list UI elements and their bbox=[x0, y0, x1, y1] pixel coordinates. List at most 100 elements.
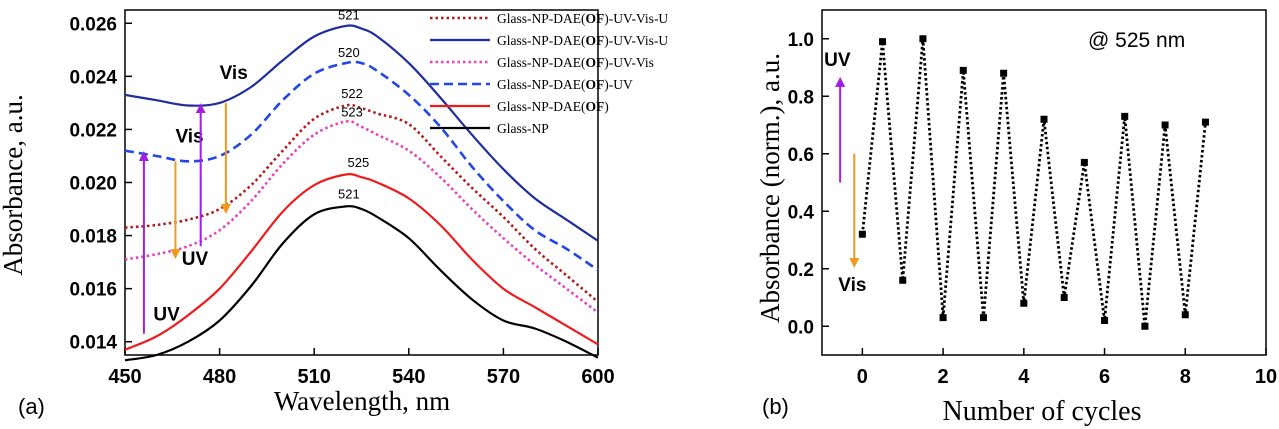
y-tick-label: 0.026 bbox=[69, 14, 117, 35]
legend-text: Glass-NP-DAE( bbox=[497, 11, 586, 26]
x-tick-label: 4 bbox=[1018, 366, 1030, 388]
peak-label: 523 bbox=[341, 104, 363, 119]
legend-entry: Glass-NP-DAE(OF)-UV-Vis bbox=[497, 55, 654, 70]
y-tick-label: 0.014 bbox=[69, 333, 117, 354]
x-tick-label: 6 bbox=[1099, 366, 1110, 388]
panel-b-series bbox=[858, 35, 1209, 330]
legend-entry: Glass-NP-DAE(OF)-UV-Vis-U bbox=[497, 11, 668, 26]
peak-label: 521 bbox=[338, 8, 360, 23]
spectrum-line bbox=[124, 173, 599, 351]
legend-text: )-UV-Vis-U bbox=[604, 11, 668, 26]
y-tick-label: 0.2 bbox=[788, 260, 814, 281]
data-point bbox=[858, 230, 866, 238]
y-tick-label: 0.018 bbox=[69, 227, 117, 248]
x-tick-label: 2 bbox=[938, 366, 949, 388]
x-tick-label: 600 bbox=[581, 366, 614, 388]
panel-a-legend: Glass-NP-DAE(OF)-UV-Vis-UGlass-NP-DAE(OF… bbox=[430, 11, 668, 136]
cycle-line bbox=[861, 38, 1207, 327]
panel-b-annotations: UV Vis bbox=[824, 50, 866, 296]
uv-label: UV bbox=[153, 305, 180, 326]
legend-text: ) bbox=[604, 99, 609, 114]
legend-text: Glass-NP-DAE( bbox=[497, 77, 586, 92]
panel-b-label: (b) bbox=[762, 394, 789, 419]
spectrum-line bbox=[124, 119, 599, 314]
legend-text-bold: OF bbox=[586, 33, 605, 48]
y-tick-label: 0.4 bbox=[788, 202, 815, 223]
x-tick-label: 10 bbox=[1255, 366, 1277, 388]
y-tick-label: 0.022 bbox=[69, 120, 117, 141]
uv-label: UV bbox=[824, 50, 851, 71]
legend-text-bold: OF bbox=[586, 77, 605, 92]
legend-entry: Glass-NP-DAE(OF)-UV-Vis-U bbox=[497, 33, 668, 48]
panel-b: 0 2 4 6 8 10 0.0 0.2 0.4 0.6 0.8 1.0 UV Vis @ 525 nm… bbox=[755, 9, 1278, 427]
y-tick-label: 0.8 bbox=[788, 87, 814, 108]
spectrum-line bbox=[124, 205, 599, 362]
legend-entry: Glass-NP bbox=[497, 121, 549, 136]
y-tick-label: 1.0 bbox=[788, 30, 814, 51]
x-tick-label: 570 bbox=[487, 366, 520, 388]
data-point bbox=[879, 38, 887, 46]
panel-a-xlabel: Wavelength, nm bbox=[274, 386, 450, 416]
x-tick-label: 480 bbox=[203, 366, 236, 388]
panel-a-ylabel: Absorbance, a.u. bbox=[0, 94, 28, 275]
data-point bbox=[1161, 121, 1169, 129]
data-point bbox=[1121, 112, 1129, 120]
panel-b-axes: 0 2 4 6 8 10 0.0 0.2 0.4 0.6 0.8 1.0 bbox=[788, 30, 1278, 388]
panel-a-annotations: UV Vis UV Vis bbox=[138, 63, 248, 334]
panel-a-peak-labels: 521 520 522 523 525 521 bbox=[338, 8, 369, 202]
uv-label: UV bbox=[182, 249, 209, 270]
y-tick-label: 0.020 bbox=[69, 174, 117, 195]
data-point bbox=[939, 314, 947, 322]
data-point bbox=[899, 276, 907, 284]
data-point bbox=[1181, 311, 1189, 319]
peak-label: 521 bbox=[338, 187, 360, 202]
data-point bbox=[1040, 115, 1048, 123]
panel-b-ylabel: Absorbance (norm.), a.u. bbox=[755, 53, 785, 323]
data-point bbox=[959, 66, 967, 74]
y-tick-label: 0.024 bbox=[69, 67, 117, 88]
y-tick-label: 0.0 bbox=[788, 317, 814, 338]
data-point bbox=[1060, 294, 1068, 301]
spectrum-line bbox=[124, 60, 599, 272]
legend-text: )-UV-Vis bbox=[604, 55, 654, 70]
legend-text: Glass-NP bbox=[497, 121, 549, 136]
panel-a-label: (a) bbox=[18, 394, 45, 419]
data-point bbox=[979, 314, 987, 322]
vis-label: Vis bbox=[838, 275, 866, 296]
x-tick-label: 540 bbox=[392, 366, 425, 388]
legend-text-bold: OF bbox=[586, 99, 605, 114]
panel-b-inline-title: @ 525 nm bbox=[1088, 29, 1185, 52]
vis-label: Vis bbox=[220, 63, 248, 84]
data-point bbox=[1141, 322, 1149, 330]
data-point bbox=[1080, 158, 1088, 166]
legend-text: Glass-NP-DAE( bbox=[497, 55, 586, 70]
legend-text: )-UV-Vis-U bbox=[604, 33, 668, 48]
x-tick-label: 0 bbox=[857, 366, 868, 388]
legend-text: )-UV bbox=[604, 77, 633, 92]
spectrum-line bbox=[124, 24, 599, 242]
legend-entry: Glass-NP-DAE(OF) bbox=[497, 99, 609, 114]
data-point bbox=[1201, 118, 1209, 126]
panel-b-xlabel: Number of cycles bbox=[942, 396, 1141, 427]
legend-text: Glass-NP-DAE( bbox=[497, 33, 586, 48]
peak-label: 525 bbox=[347, 155, 369, 170]
data-point bbox=[919, 35, 927, 43]
peak-label: 522 bbox=[341, 86, 363, 101]
y-tick-label: 0.6 bbox=[788, 145, 814, 166]
data-point bbox=[1020, 299, 1028, 307]
spectrum-line bbox=[124, 103, 599, 303]
vis-label: Vis bbox=[175, 127, 203, 148]
x-tick-label: 8 bbox=[1180, 366, 1191, 388]
panel-a-axes: 450 480 510 540 570 600 0.014 0.016 0.018 0.020 0.… bbox=[69, 14, 614, 388]
legend-entry: Glass-NP-DAE(OF)-UV bbox=[497, 77, 633, 92]
panel-a: 450 480 510 540 570 600 0.014 0.016 0.018 0.020 0.… bbox=[0, 8, 668, 419]
x-tick-label: 450 bbox=[108, 366, 141, 388]
data-point bbox=[1101, 317, 1109, 324]
x-tick-label: 510 bbox=[298, 366, 331, 388]
legend-text: Glass-NP-DAE( bbox=[497, 99, 586, 114]
legend-text-bold: OF bbox=[586, 55, 605, 70]
y-tick-label: 0.016 bbox=[69, 280, 117, 301]
panel-a-series bbox=[124, 24, 599, 362]
data-point bbox=[1000, 69, 1008, 77]
